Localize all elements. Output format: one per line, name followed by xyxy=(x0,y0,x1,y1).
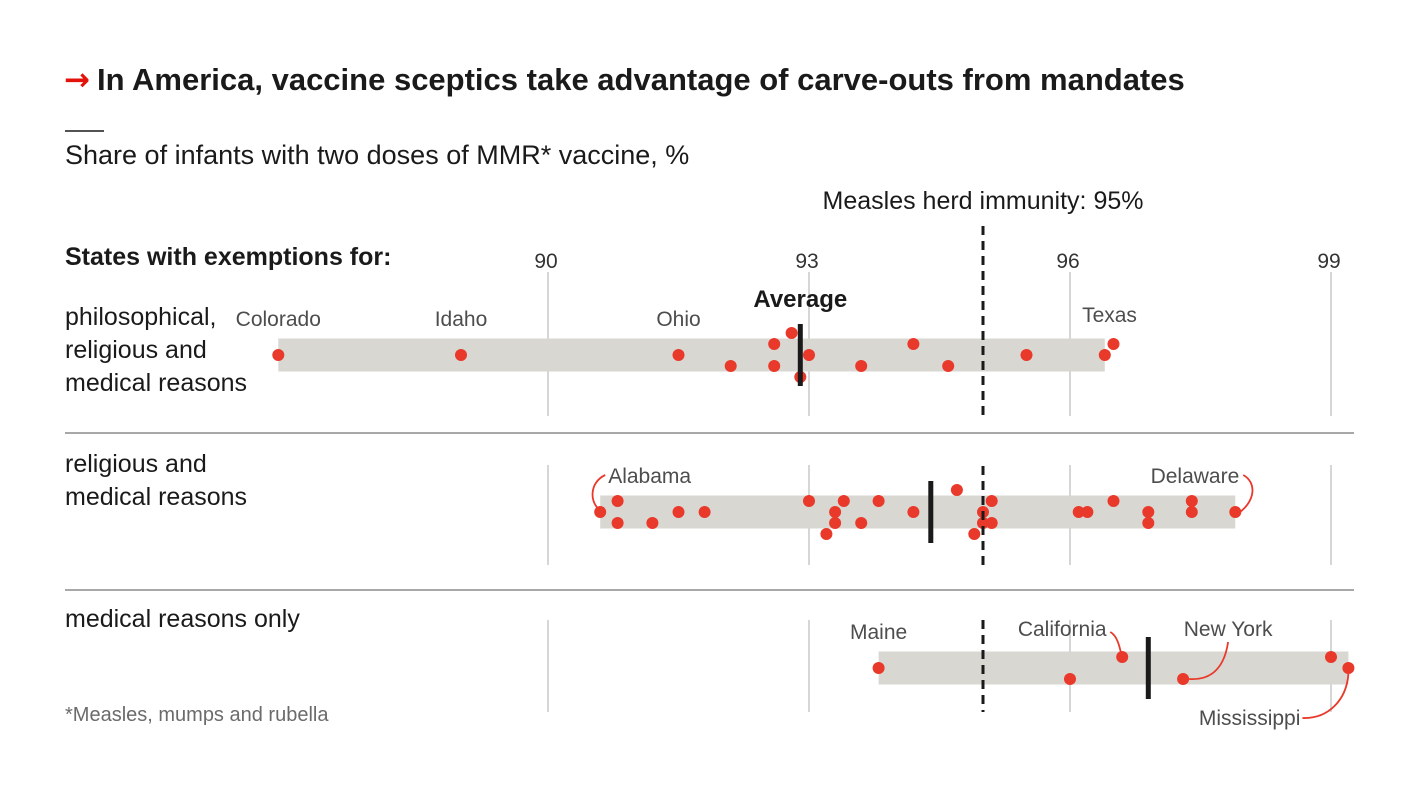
range-band xyxy=(878,651,1349,685)
row-separators xyxy=(65,432,1354,591)
state-label-california: California xyxy=(1018,618,1107,641)
x-tick-label-93: 93 xyxy=(795,250,818,273)
state-dot xyxy=(803,495,815,507)
state-dot xyxy=(872,662,885,674)
leader-line-california xyxy=(1109,631,1124,659)
state-dot xyxy=(1107,495,1120,507)
state-dot xyxy=(698,506,711,518)
range-band xyxy=(278,338,1105,372)
state-dot xyxy=(907,338,920,350)
x-tick-label-96: 96 xyxy=(1056,250,1079,273)
state-dot xyxy=(594,506,607,518)
leader-line-delaware xyxy=(1236,474,1254,515)
state-dot xyxy=(829,517,842,529)
state-dot xyxy=(1072,506,1085,518)
state-dot xyxy=(829,506,842,518)
footnote: *Measles, mumps and rubella xyxy=(65,704,329,726)
state-dot xyxy=(977,517,989,529)
state-dot xyxy=(646,517,659,529)
state-dot xyxy=(1185,506,1198,518)
state-dot xyxy=(1107,338,1120,350)
state-dot xyxy=(1177,673,1190,685)
state-dot xyxy=(1064,673,1076,685)
state-dot xyxy=(1098,349,1111,361)
state-dot xyxy=(1142,517,1155,529)
state-dot xyxy=(768,360,781,372)
state-dot xyxy=(1325,651,1337,663)
state-dot xyxy=(803,349,815,361)
group-label-line: philosophical, xyxy=(65,303,217,331)
row-medical-reasons-only: medical reasons only Maine California New Y… xyxy=(65,605,1355,730)
state-dot xyxy=(611,517,624,529)
state-dot xyxy=(985,495,998,507)
state-dot xyxy=(1142,506,1155,518)
leader-line-new-york xyxy=(1189,641,1229,681)
state-dot xyxy=(672,349,685,361)
state-label-idaho: Idaho xyxy=(435,308,488,331)
gridlines xyxy=(547,272,1332,712)
state-dot xyxy=(820,528,833,540)
state-dot xyxy=(1229,506,1242,518)
group-label-line: religious and xyxy=(65,336,207,364)
state-label-texas: Texas xyxy=(1082,304,1137,327)
state-dot xyxy=(968,528,981,540)
state-dot xyxy=(950,484,963,496)
state-label-mississippi: Mississippi xyxy=(1199,707,1301,730)
x-tick-label-99: 99 xyxy=(1317,250,1340,273)
leader-line-alabama xyxy=(591,474,606,511)
group-label-3: medical reasons only xyxy=(65,605,300,633)
title-arrow-icon: → xyxy=(64,62,90,98)
group-label-line: medical reasons xyxy=(65,483,247,511)
x-tick-label-90: 90 xyxy=(534,250,557,273)
state-dot xyxy=(672,506,685,518)
state-dot xyxy=(1081,506,1094,518)
chart-rows: philosophical, religious and medical reaso… xyxy=(65,303,1355,730)
row-philosophical-religious-and-medical-reasons: philosophical, religious and medical reaso… xyxy=(65,303,1137,397)
state-label-alabama: Alabama xyxy=(608,465,691,488)
state-dot xyxy=(942,360,955,372)
section-label: States with exemptions for: xyxy=(65,243,391,271)
x-tick-labels: 90 93 96 99 xyxy=(534,250,1340,273)
herd-immunity-label: Measles herd immunity: 95% xyxy=(823,187,1144,215)
average-label-layer: Average xyxy=(753,286,847,313)
state-dot xyxy=(837,495,850,507)
state-dot xyxy=(1020,349,1033,361)
state-dot xyxy=(907,506,920,518)
group-label-line: medical reasons only xyxy=(65,605,300,633)
state-dot xyxy=(724,360,737,372)
chart-title: In America, vaccine sceptics take advant… xyxy=(97,62,1185,97)
state-dot xyxy=(855,517,868,529)
state-dot xyxy=(872,495,885,507)
state-label-delaware: Delaware xyxy=(1151,465,1240,488)
state-dot xyxy=(611,495,624,507)
state-dot xyxy=(272,349,285,361)
state-label-colorado: Colorado xyxy=(236,308,321,331)
state-label-maine: Maine xyxy=(850,621,907,644)
group-label-2: religious and medical reasons xyxy=(65,450,247,511)
state-dot xyxy=(985,517,998,529)
row-religious-and-medical-reasons: religious and medical reasons Alabama Delaw… xyxy=(65,450,1254,543)
chart-subtitle: Share of infants with two doses of MMR* … xyxy=(65,140,689,170)
state-dot xyxy=(768,338,781,350)
group-label-1: philosophical, religious and medical reaso… xyxy=(65,303,247,397)
leader-line-mississippi xyxy=(1302,673,1350,719)
state-dot xyxy=(1342,662,1355,674)
state-dot xyxy=(455,349,467,361)
state-label-ohio: Ohio xyxy=(656,308,700,331)
state-dot xyxy=(855,360,868,372)
state-label-new-york: New York xyxy=(1184,618,1273,641)
state-dot xyxy=(785,327,798,339)
group-label-line: medical reasons xyxy=(65,369,247,397)
average-label: Average xyxy=(753,286,847,313)
state-dot xyxy=(1185,495,1198,507)
group-label-line: religious and xyxy=(65,450,207,478)
